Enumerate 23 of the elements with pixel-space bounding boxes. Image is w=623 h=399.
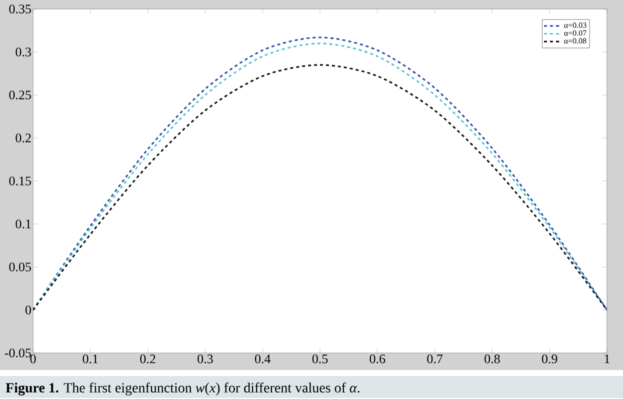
y-tick-label: 0 bbox=[25, 306, 31, 314]
y-tick-label: 0.1 bbox=[16, 220, 31, 229]
legend-label: α=0.03 bbox=[564, 22, 586, 28]
y-tick-label: 0.35 bbox=[9, 4, 31, 14]
text: Figure 1. The first eigenfunction w(x) for different values of α. bbox=[6, 382, 360, 396]
x-tick-label: 0.5 bbox=[312, 354, 328, 364]
x-tick-label: 0.4 bbox=[254, 354, 271, 364]
x-tick-label: 0.7 bbox=[427, 354, 443, 364]
y-tick-label: 0.3 bbox=[16, 48, 31, 57]
x-tick-label: 0.2 bbox=[140, 354, 156, 364]
x-tick-label: 0.1 bbox=[82, 354, 98, 364]
legend-label: α=0.08 bbox=[564, 38, 586, 44]
x-tick-label: 0.6 bbox=[370, 354, 386, 364]
x-tick-label: 0.9 bbox=[542, 354, 558, 364]
y-tick-label: 0.25 bbox=[9, 90, 31, 100]
y-tick-label: 0.05 bbox=[9, 262, 31, 272]
y-tick-label: 0.15 bbox=[9, 176, 31, 186]
x-tick-label: 0.3 bbox=[198, 354, 213, 364]
x-tick-label: 0.8 bbox=[484, 354, 500, 364]
y-tick-label: -0.05 bbox=[4, 348, 31, 358]
legend-label: α=0.07 bbox=[564, 30, 586, 36]
y-tick-label: 0.2 bbox=[16, 134, 31, 143]
x-tick-label: 1 bbox=[604, 354, 610, 364]
